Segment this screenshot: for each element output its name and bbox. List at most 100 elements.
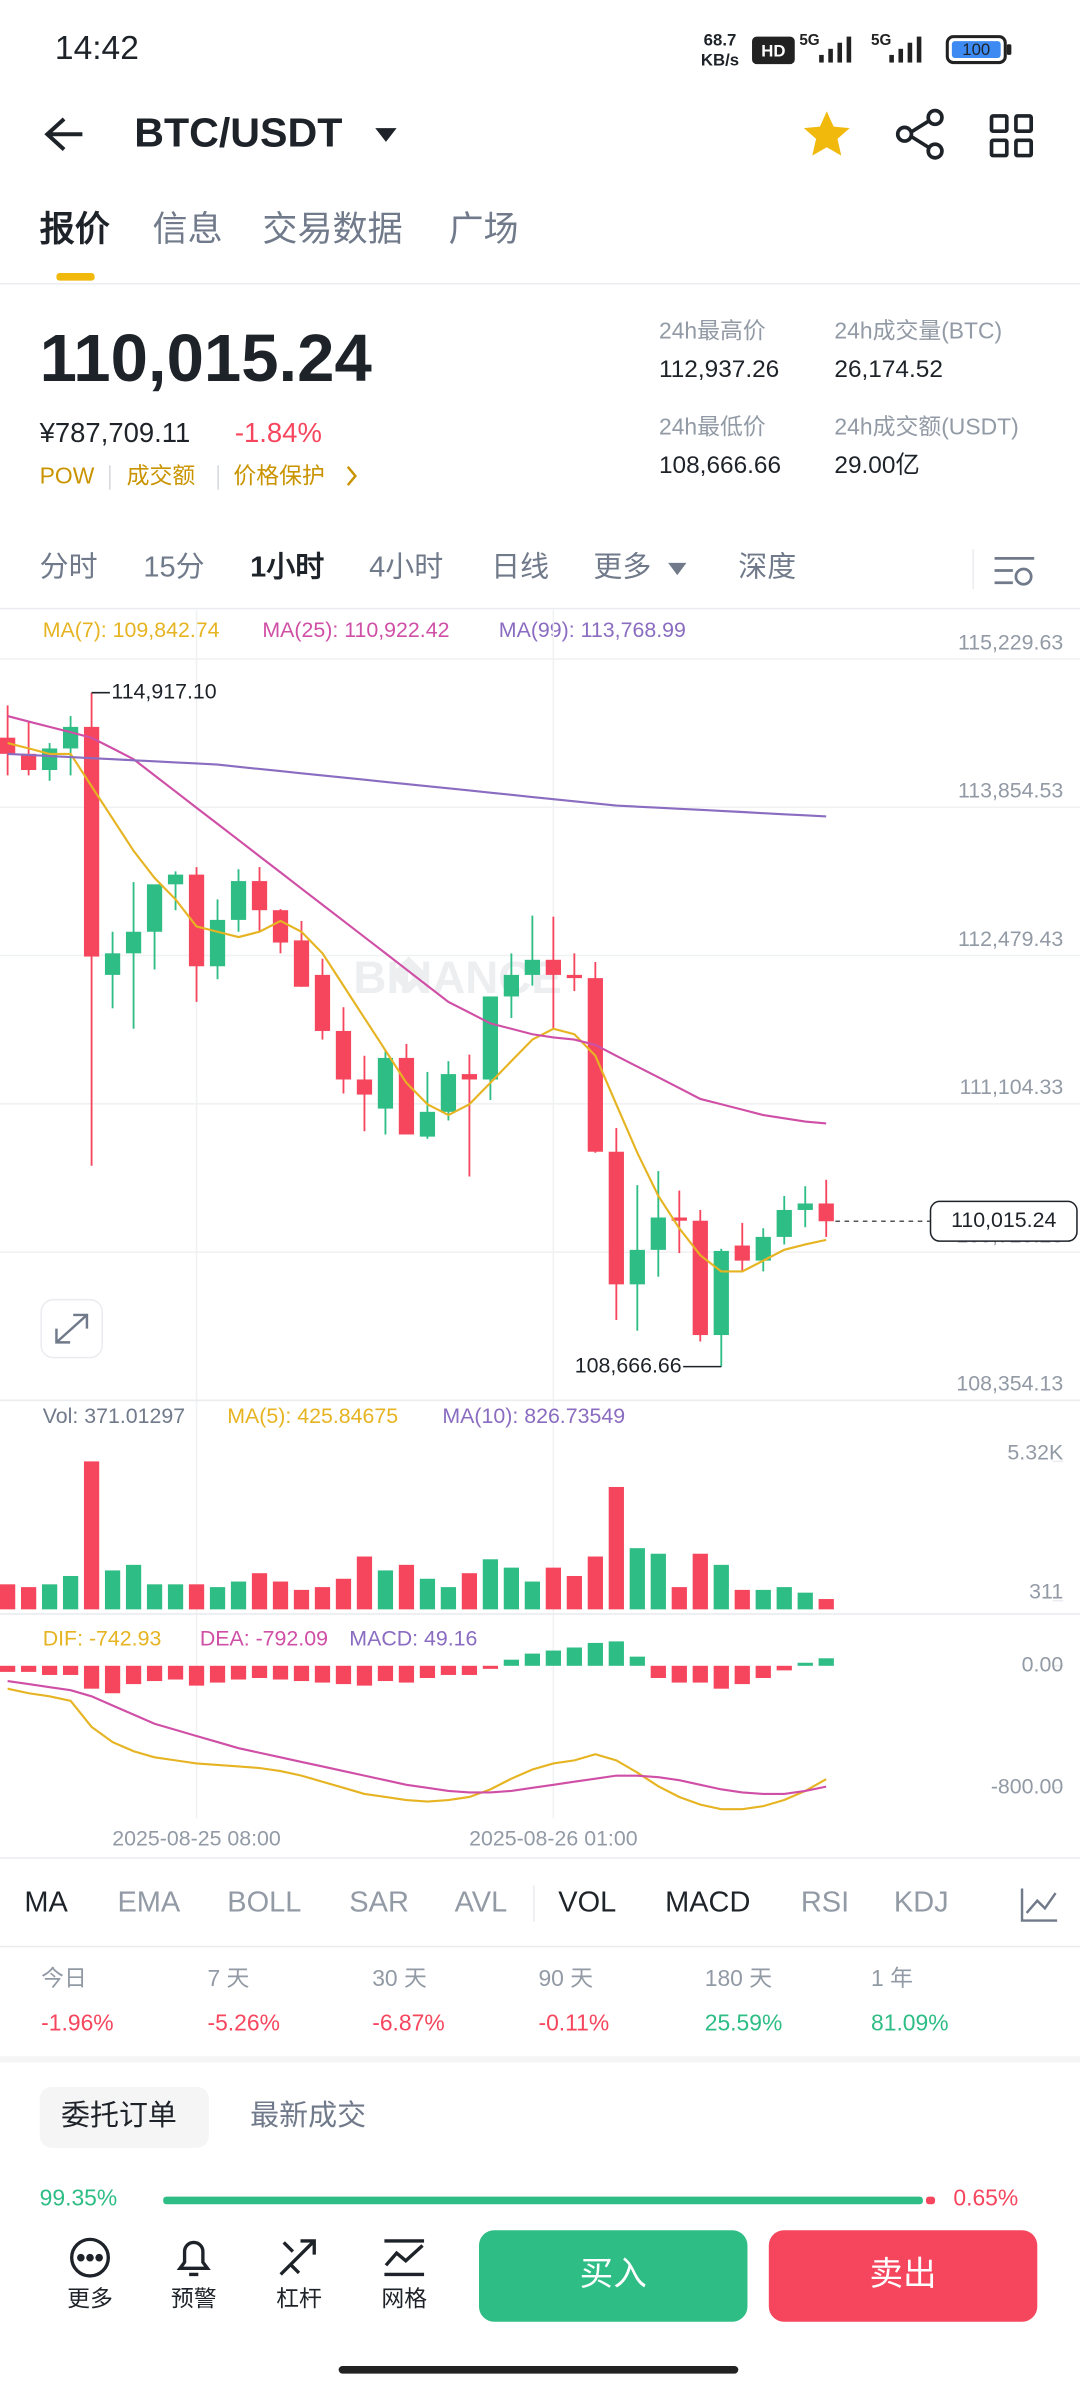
macd-bar [587, 1642, 603, 1666]
candle-body [503, 974, 520, 997]
volume-bar [713, 1564, 729, 1610]
macd-bar [377, 1665, 394, 1682]
macd-bar [146, 1665, 163, 1682]
order-tab[interactable]: 委托订单 [61, 2100, 177, 2132]
tab[interactable]: 广场 [448, 210, 518, 249]
indicator-tab[interactable]: BOLL [227, 1886, 301, 1918]
volume-bar [188, 1584, 205, 1610]
candle-body [818, 1203, 834, 1222]
tab[interactable]: 信息 [153, 210, 223, 249]
volume-bar [398, 1564, 415, 1610]
volume-bar [671, 1587, 687, 1610]
sell-ratio: 0.65% [953, 2185, 1018, 2211]
sell-label[interactable]: 卖出 [869, 2255, 936, 2293]
interval-tab[interactable]: 日线 [491, 552, 549, 584]
indicator-tab[interactable]: MA [24, 1886, 68, 1918]
interval-tab[interactable]: 分时 [40, 552, 98, 584]
volume-bar [482, 1559, 499, 1610]
header-icons [44, 108, 1034, 160]
volume-bar [566, 1575, 582, 1610]
interval-tab[interactable]: 4小时 [369, 552, 443, 584]
price-tag[interactable]: 价格保护 [233, 463, 325, 489]
candle-body [146, 884, 163, 932]
candle-body [20, 753, 37, 771]
sell-button[interactable] [768, 2230, 1038, 2322]
nav-label[interactable]: 网格 [381, 2285, 427, 2311]
y-tick-label: 111,104.33 [960, 1075, 1064, 1099]
price-tag: POW [40, 463, 95, 489]
last-price-tag[interactable]: 110,015.24 [951, 1208, 1056, 1232]
indicator-tab[interactable]: SAR [349, 1886, 409, 1918]
net-icon: 5G [799, 32, 819, 49]
period-change: 81.09% [871, 2009, 949, 2035]
status-time: 14:42 [55, 30, 139, 67]
buy-button[interactable] [478, 2230, 748, 2322]
candle-body [482, 996, 499, 1080]
interval-tab[interactable]: 1小时 [250, 552, 324, 584]
last-price: 110,015.24 [40, 321, 372, 396]
nav-label[interactable]: 更多 [67, 2285, 113, 2311]
indicator-tab[interactable]: AVL [455, 1886, 508, 1918]
candle-body [629, 1249, 645, 1285]
chart-settings[interactable] [994, 556, 1035, 586]
macd-bar [41, 1665, 58, 1675]
ma-line [7, 715, 827, 1125]
back-button[interactable] [44, 117, 83, 151]
candle-body [566, 974, 582, 979]
pair-title[interactable]: BTC/USDT [134, 110, 342, 156]
stat-value: 26,174.52 [834, 356, 943, 383]
candle-body [251, 881, 268, 911]
volume-bar [755, 1589, 771, 1610]
y-tick-label: 112,479.43 [958, 927, 1063, 951]
x-tick-label: 2025-08-25 08:00 [112, 1826, 281, 1850]
macd-bar [755, 1665, 771, 1679]
nav-label[interactable]: 预警 [171, 2285, 217, 2311]
macd-bar [734, 1665, 750, 1685]
macd-bar [104, 1665, 121, 1694]
volume-bar [608, 1486, 624, 1610]
share-button[interactable] [895, 108, 944, 160]
indicator-tab[interactable]: RSI [801, 1886, 849, 1918]
candle-body [734, 1245, 750, 1261]
tab[interactable]: 交易数据 [262, 210, 402, 249]
macd-bar [335, 1665, 352, 1685]
indicator-tab[interactable]: EMA [117, 1886, 180, 1918]
chart-style-button[interactable] [1020, 1888, 1058, 1922]
macd-bar [440, 1665, 457, 1675]
volume-bar [629, 1548, 645, 1610]
price-tag[interactable]: 成交额 [127, 463, 196, 489]
order-tab[interactable]: 最新成交 [250, 2100, 366, 2132]
tab[interactable]: 报价 [40, 210, 111, 249]
volume-bar [692, 1553, 708, 1610]
indicator-tab[interactable]: VOL [558, 1886, 616, 1918]
macd-bar [125, 1665, 142, 1685]
period-label: 今日 [41, 1965, 87, 1991]
pair-dropdown[interactable] [375, 128, 397, 142]
hd-icon: HD [761, 41, 785, 60]
chevron [346, 466, 358, 486]
interval-tab[interactable]: 15分 [143, 552, 204, 584]
period-label: 30 天 [372, 1965, 427, 1991]
interval-tab[interactable]: 更多 [593, 552, 651, 584]
candle-body [188, 874, 205, 967]
volume-tick-label: 311 [1029, 1580, 1063, 1604]
period-label: 180 天 [705, 1965, 773, 1991]
indicator-tab[interactable]: KDJ [894, 1886, 949, 1918]
interval-tab[interactable]: 深度 [738, 552, 796, 584]
stat-value: 29.00亿 [834, 452, 919, 479]
period-label: 7 天 [207, 1965, 249, 1991]
expand-button[interactable] [40, 1298, 103, 1359]
ratio-bar-buy [163, 2196, 923, 2205]
favorite-star[interactable] [803, 111, 850, 156]
period-change: -0.11% [538, 2009, 609, 2035]
candle-body [335, 1030, 352, 1080]
menu-button[interactable] [989, 114, 1034, 158]
indicator-tab[interactable]: MACD [665, 1886, 750, 1918]
macd-bar [62, 1665, 79, 1675]
ma-legend: MA(25): 110,922.42 [262, 618, 449, 642]
more-dropdown[interactable] [668, 562, 687, 576]
nav-label[interactable]: 杠杆 [276, 2285, 322, 2311]
buy-label[interactable]: 买入 [580, 2256, 647, 2293]
macd-bar [461, 1665, 478, 1675]
